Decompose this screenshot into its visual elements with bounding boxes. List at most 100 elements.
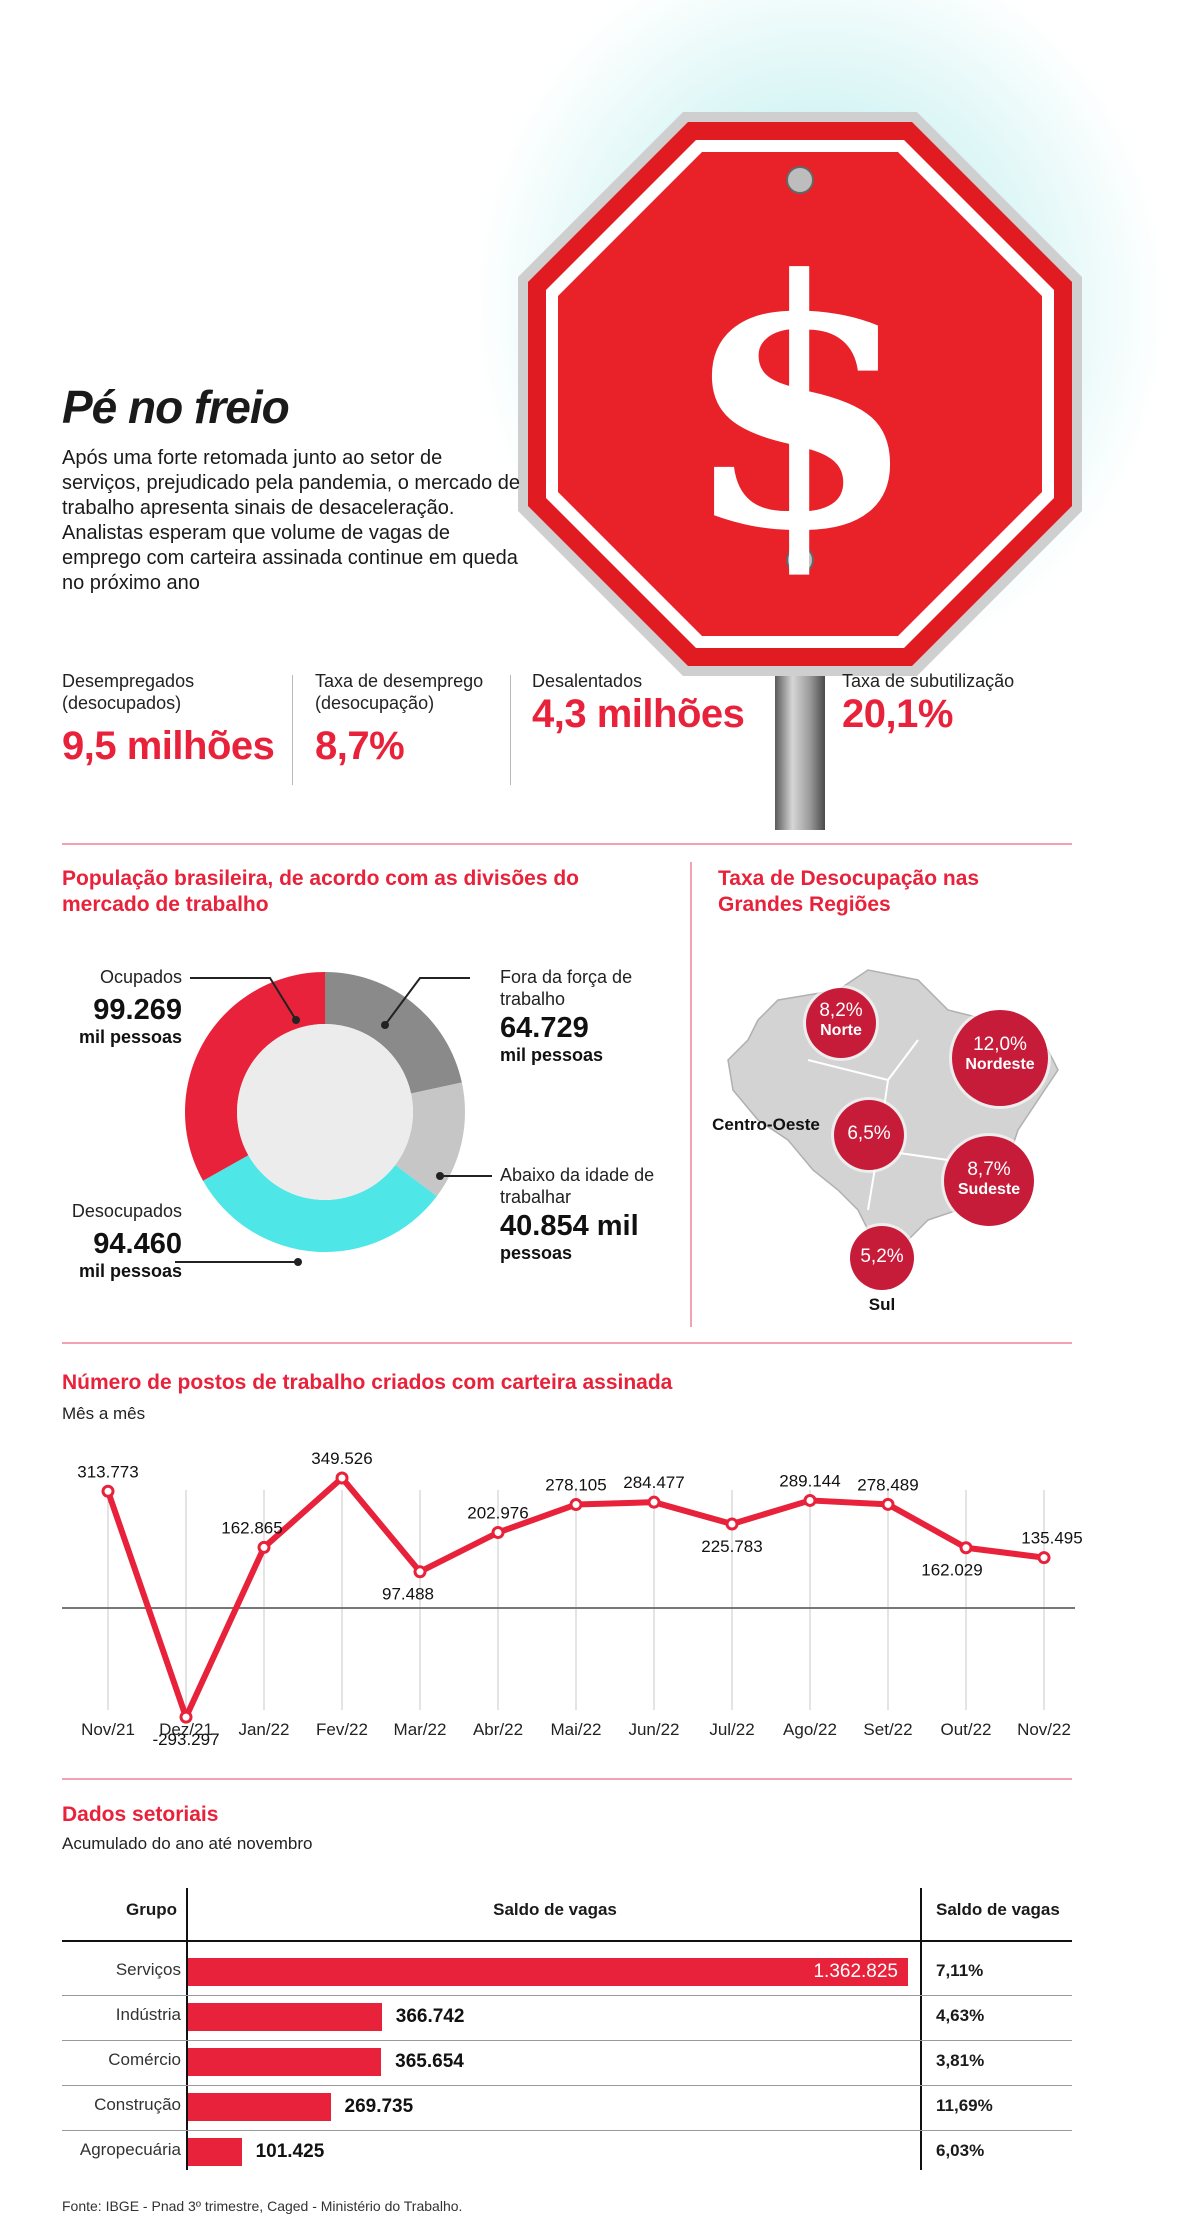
x-tick-label: Jun/22 — [628, 1720, 679, 1739]
leader-fora — [384, 977, 470, 1026]
stat-value: 4,3 milhões — [532, 692, 745, 736]
leader-dot — [381, 1021, 389, 1029]
data-label: 278.105 — [545, 1476, 606, 1495]
fora-unit: mil pessoas — [500, 1045, 604, 1065]
region-centro-oeste-value: 6,5% — [847, 1123, 891, 1144]
data-point — [881, 1497, 895, 1511]
ocupados-unit: mil pessoas — [78, 1027, 182, 1047]
region-sudeste-value: 8,7% — [967, 1159, 1011, 1180]
col-header-balance: Saldo de vagas — [493, 1900, 617, 1919]
sector-bar — [188, 2048, 382, 2076]
region-norte-name: Norte — [820, 1022, 862, 1039]
sector-value: 366.742 — [395, 2006, 465, 2027]
abaixo-label: Abaixo da idade de trabalhar — [500, 1165, 655, 1207]
stat-value: 8,7% — [315, 724, 405, 768]
data-label: 313.773 — [77, 1462, 138, 1481]
regions-title: Taxa de Desocupação nas Grandes Regiões — [718, 867, 980, 916]
section-divider — [62, 1778, 1072, 1780]
sector-label: Agropecuária — [79, 2140, 181, 2159]
region-centro-oeste-name: Centro-Oeste — [712, 1115, 820, 1134]
divider — [292, 675, 293, 785]
col-header-percent: Saldo de vagas — [936, 1900, 1060, 1919]
sector-value: 1.362.825 — [813, 1961, 898, 1982]
x-tick-label: Out/22 — [940, 1720, 991, 1739]
stat-value: 9,5 milhões — [62, 724, 275, 768]
label-fora: Fora da força de trabalho 64.729 mil pes… — [500, 966, 650, 1066]
table-header-rule — [62, 1940, 1072, 1942]
x-tick-label: Ago/22 — [783, 1720, 837, 1739]
sector-percent: 3,81% — [936, 2051, 985, 2070]
sector-bar — [188, 2138, 242, 2166]
sector-label: Indústria — [115, 2005, 181, 2024]
region-sudeste-name: Sudeste — [957, 1181, 1021, 1198]
region-norte-value: 8,2% — [819, 1000, 863, 1021]
x-tick-label: Jul/22 — [709, 1720, 754, 1739]
data-point — [101, 1484, 115, 1498]
region-centro-oeste-bubble: 6,5% — [834, 1100, 904, 1170]
table-divider — [920, 1888, 922, 2170]
data-point — [179, 1710, 193, 1724]
leader-dot — [292, 1016, 300, 1024]
sector-percent: 7,11% — [936, 1961, 984, 1980]
population-donut-chart — [175, 972, 492, 1266]
x-tick-label: Abr/22 — [473, 1720, 523, 1739]
data-label: 225.783 — [701, 1537, 762, 1556]
x-tick-label: Dez/21 — [159, 1720, 213, 1739]
x-tick-label: Fev/22 — [316, 1720, 368, 1739]
abaixo-unit: pessoas — [500, 1243, 573, 1263]
sign-bolt-bottom — [786, 546, 814, 574]
jobs-title: Número de postos de trabalho criados com… — [62, 1371, 673, 1394]
row-rule — [62, 2085, 1072, 2086]
stat-label: Taxa de desemprego (desocupação) — [315, 671, 484, 713]
data-label: 162.029 — [921, 1561, 982, 1580]
value-ocupados: 99.269 mil pessoas — [62, 994, 182, 1048]
label-ocupados: Ocupados — [62, 966, 182, 988]
divider — [510, 675, 511, 785]
sector-bar — [188, 1958, 908, 1986]
sector-bar — [188, 2093, 331, 2121]
table-axis — [186, 1888, 188, 2170]
x-tick-label: Mar/22 — [394, 1720, 447, 1739]
region-sul-name: Sul — [868, 1295, 896, 1314]
data-point — [647, 1495, 661, 1509]
sector-value: 269.735 — [344, 2096, 414, 2117]
sign-octagon-face — [558, 152, 1042, 636]
sign-bolt-top — [786, 166, 814, 194]
fora-value: 64.729 — [500, 1012, 589, 1044]
data-label: 349.526 — [311, 1449, 372, 1468]
x-tick-label: Mai/22 — [550, 1720, 601, 1739]
data-label: 97.488 — [382, 1585, 434, 1604]
data-label: 278.489 — [857, 1475, 918, 1494]
region-nordeste-name: Nordeste — [965, 1056, 1035, 1073]
x-tick-label: Nov/21 — [81, 1720, 135, 1739]
source-note: Fonte: IBGE - Pnad 3º trimestre, Caged -… — [62, 2198, 463, 2214]
region-sul-value: 5,2% — [860, 1246, 904, 1267]
stat-unemployed: Desempregados (desocupados) 9,5 milhões — [62, 670, 292, 769]
sector-percent: 4,63% — [936, 2006, 985, 2025]
region-norte-bubble: 8,2% Norte — [806, 988, 876, 1058]
intro-text: Após uma forte retomada junto ao setor d… — [62, 447, 521, 594]
sector-percent: 6,03% — [936, 2141, 985, 2160]
data-label: 202.976 — [467, 1503, 528, 1522]
data-label: 284.477 — [623, 1473, 684, 1492]
sector-bar — [188, 2003, 382, 2031]
stop-sign-illustration: $ — [518, 112, 1082, 830]
jobs-subtitle: Mês a mês — [62, 1404, 146, 1423]
col-header-group: Grupo — [126, 1900, 177, 1919]
label-abaixo: Abaixo da idade de trabalhar 40.854 mil … — [500, 1164, 670, 1264]
ocupados-value: 99.269 — [93, 994, 182, 1026]
desocupados-unit: mil pessoas — [78, 1261, 182, 1281]
donut-hole — [237, 1024, 413, 1200]
data-point — [335, 1471, 349, 1485]
region-nordeste-bubble: 12,0% Nordeste — [952, 1010, 1048, 1106]
data-point — [959, 1541, 973, 1555]
donut-slice-1 — [325, 972, 462, 1094]
desocupados-label: Desocupados — [71, 1201, 182, 1221]
region-sul-bubble: 5,2% — [850, 1226, 914, 1290]
stat-label: Desempregados (desocupados) — [62, 671, 195, 713]
data-label: -293.297 — [152, 1730, 219, 1749]
section-divider — [62, 843, 1072, 845]
data-point — [803, 1493, 817, 1507]
stat-label: Desalentados — [532, 671, 643, 691]
donut-slice-0 — [184, 972, 325, 1181]
